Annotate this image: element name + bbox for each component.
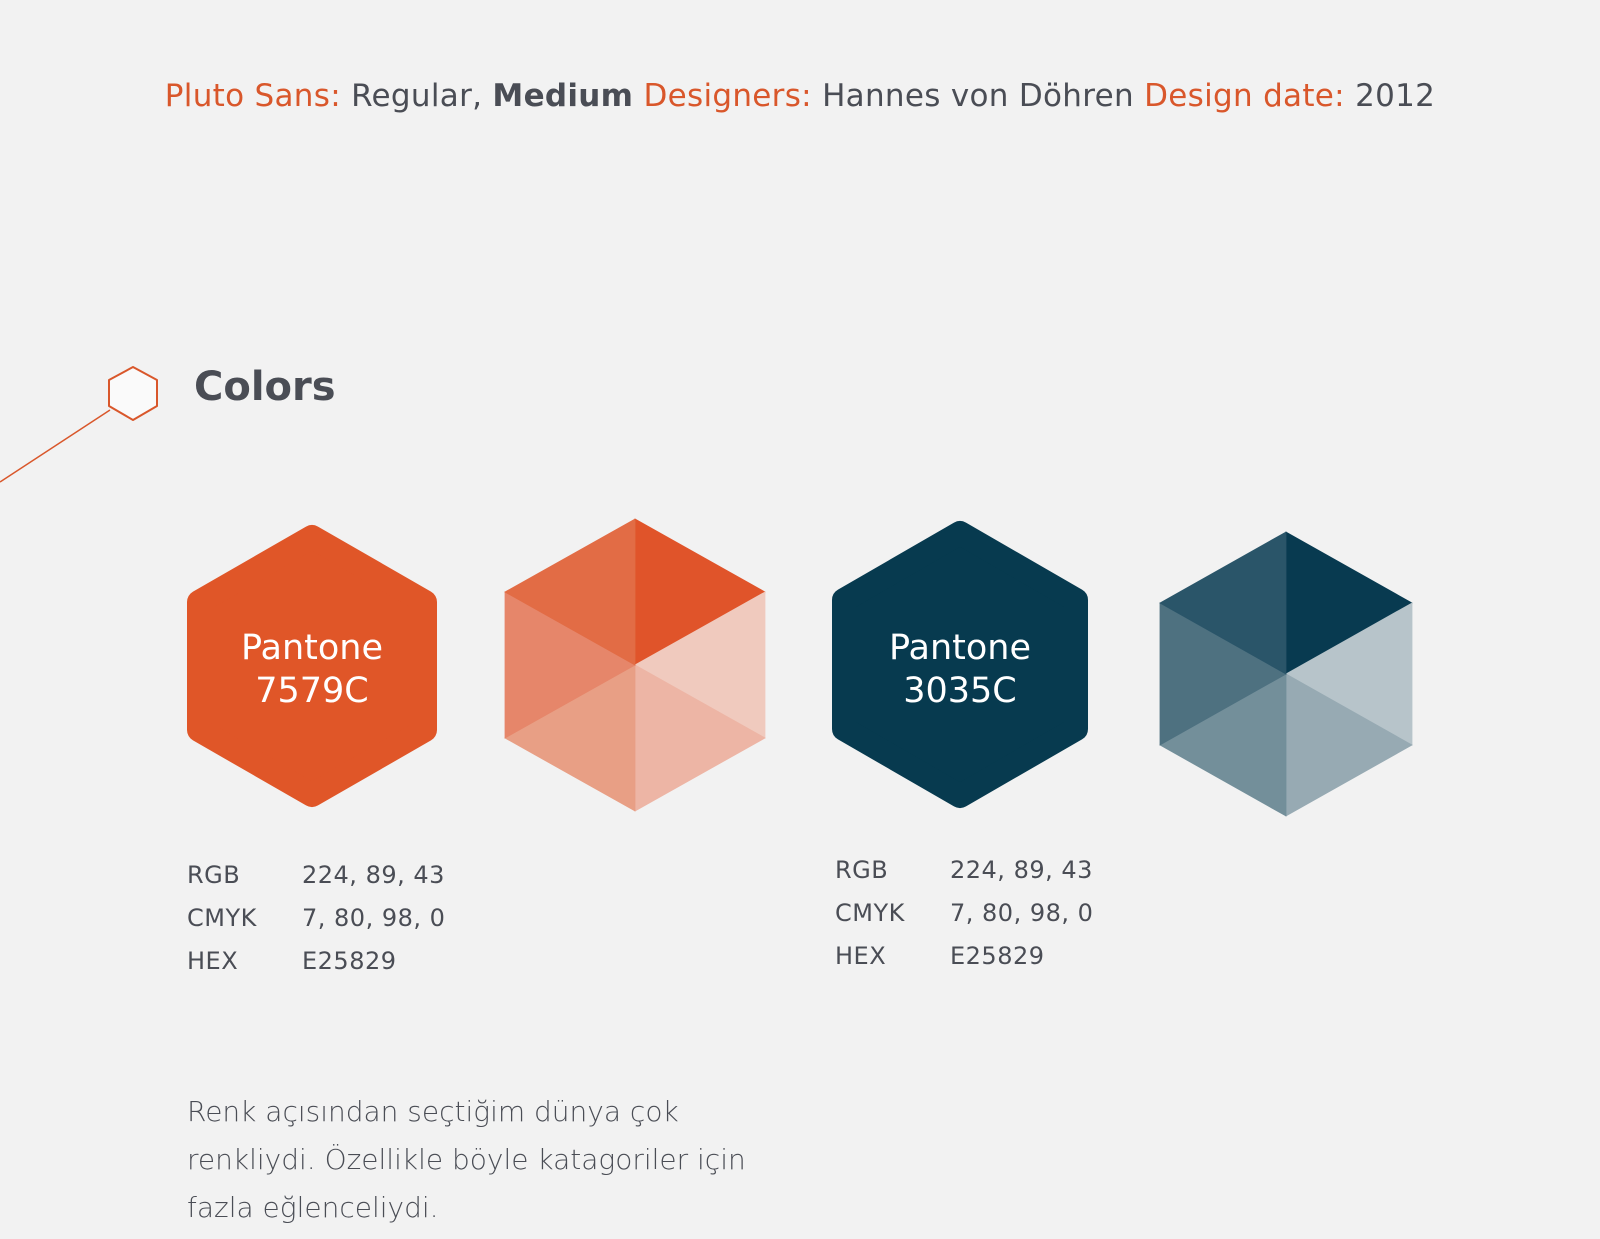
spec-list-7579c: RGB 224, 89, 43 CMYK 7, 80, 98, 0 HEX E2582… <box>187 854 445 983</box>
spec-value: E25829 <box>302 947 397 975</box>
swatch-label-line2: 3035C <box>903 671 1017 711</box>
section-title: Colors <box>194 364 336 410</box>
spec-label: HEX <box>835 942 887 970</box>
swatch-label-line2: 7579C <box>255 671 369 711</box>
spec-list-3035c: RGB 224, 89, 43 CMYK 7, 80, 98, 0 HEX E2582… <box>835 849 1093 978</box>
designers-label: Designers: <box>643 78 812 114</box>
spec-hex: HEX E25829 <box>835 935 1093 978</box>
spec-value: 224, 89, 43 <box>302 861 445 889</box>
spec-label: RGB <box>835 856 889 884</box>
font-weight-regular: Regular, <box>351 78 483 114</box>
spec-label: RGB <box>187 861 241 889</box>
spec-cmyk: CMYK 7, 80, 98, 0 <box>835 892 1093 935</box>
spec-label: HEX <box>187 947 239 975</box>
description-paragraph: Renk açısından seçtiğim dünya çok renkli… <box>187 1095 746 1224</box>
spec-rgb: RGB 224, 89, 43 <box>187 854 445 897</box>
design-date-value: 2012 <box>1355 78 1436 114</box>
font-weight-medium: Medium <box>492 78 634 114</box>
spec-hex: HEX E25829 <box>187 940 445 983</box>
spec-rgb: RGB 224, 89, 43 <box>835 849 1093 892</box>
swatch-hexagon-7579c <box>187 525 437 807</box>
design-date-label: Design date: <box>1144 78 1345 114</box>
spec-value: 224, 89, 43 <box>950 856 1093 884</box>
spec-label: CMYK <box>835 899 905 927</box>
tint-hexagon-orange <box>504 518 766 812</box>
spec-label: CMYK <box>187 904 257 932</box>
hexagon-outline-icon <box>108 366 158 421</box>
swatch-label-line1: Pantone <box>888 628 1032 668</box>
tint-hexagon-blue <box>1159 531 1413 817</box>
tint-segment-top-left <box>1159 531 1287 675</box>
designers-value: Hannes von Döhren <box>822 78 1134 114</box>
font-label: Pluto Sans: <box>164 78 341 114</box>
spec-value: E25829 <box>950 942 1045 970</box>
tint-segment-top-left <box>504 518 636 666</box>
swatch-hexagon-3035c <box>832 521 1088 808</box>
swatch-label-7579c: Pantone 7579C <box>187 627 437 713</box>
swatch-label-line1: Pantone <box>240 628 384 668</box>
spec-value: 7, 80, 98, 0 <box>950 899 1094 927</box>
font-info-header: Pluto Sans: Regular, Medium Designers: H… <box>0 78 1600 114</box>
spec-cmyk: CMYK 7, 80, 98, 0 <box>187 897 445 940</box>
connector-line <box>0 409 111 483</box>
swatch-label-3035c: Pantone 3035C <box>835 627 1085 713</box>
spec-value: 7, 80, 98, 0 <box>302 904 446 932</box>
